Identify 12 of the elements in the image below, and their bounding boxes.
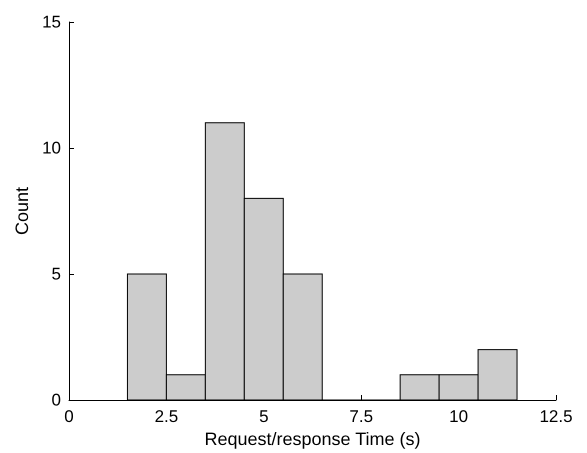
x-tick-label: 0 [64,407,74,426]
y-tick-label: 10 [42,138,61,158]
y-tick-label: 0 [52,390,61,410]
x-tick-label: 12.5 [539,407,573,426]
x-tick-label: 7.5 [349,407,374,426]
x-tick-label: 2.5 [154,407,178,426]
x-axis-title: Request/response Time (s) [204,428,421,449]
y-tick-label: 5 [52,264,61,284]
x-tick-label: 10 [449,407,468,426]
x-tick-label: 5 [259,407,269,426]
y-axis-title: Count [12,186,32,236]
y-tick-label: 15 [42,12,61,32]
